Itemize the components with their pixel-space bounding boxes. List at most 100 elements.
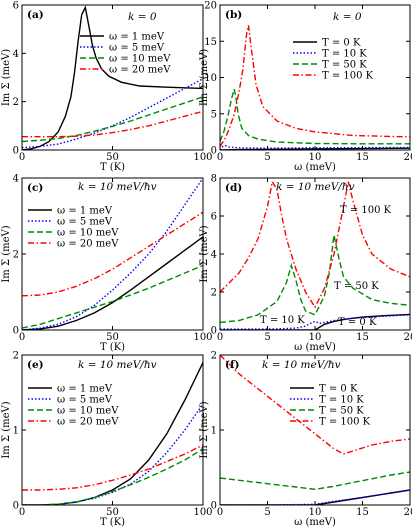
x-tick-label: 20	[404, 507, 412, 518]
y-tick-label: 10	[204, 73, 217, 84]
line-annotation: T = 50 K	[334, 281, 379, 292]
legend-entry: ω = 5 meV	[57, 217, 113, 228]
x-tick-label: 100	[193, 332, 212, 343]
x-tick-label: 0	[19, 332, 25, 343]
legend-entry: T = 100 K	[322, 71, 374, 82]
legend-entry: ω = 1 meV	[57, 206, 113, 217]
legend-entry: ω = 20 meV	[57, 239, 119, 250]
series-line-3-4	[22, 211, 203, 297]
series-line-5-2	[22, 403, 203, 505]
series-line-1-4	[22, 110, 203, 138]
series-line-4-3	[220, 234, 410, 324]
y-tick-label: 4	[211, 250, 217, 261]
x-tick-label: 15	[356, 152, 369, 163]
y-tick-label: 4	[13, 49, 19, 60]
x-tick-label: 5	[264, 332, 270, 343]
legend-entry: ω = 10 meV	[57, 228, 119, 239]
plot-frame	[219, 354, 411, 506]
line-annotation: T = 0 K	[338, 317, 377, 328]
y-tick-label: 2	[211, 351, 217, 362]
chart-panel-5: 0 50 100 0 1 2 T (K) Im Σ (meV) (e) k = 10 meV/ħv…	[1, 351, 213, 528]
y-tick-label: 1	[13, 426, 19, 437]
legend-entry: ω = 1 meV	[109, 32, 165, 43]
x-tick-label: 20	[404, 152, 412, 163]
x-tick-label: 0	[19, 507, 25, 518]
series-line-3-1	[22, 236, 203, 330]
y-axis-label: Im Σ (meV)	[1, 401, 12, 458]
series-line-1-2	[22, 78, 203, 149]
x-tick-label: 50	[106, 152, 119, 163]
panel-label: (d)	[225, 182, 242, 194]
x-tick-label: 100	[193, 507, 212, 518]
x-tick-label: 0	[217, 152, 223, 163]
legend-entry: ω = 10 meV	[109, 54, 171, 65]
y-tick-label: 0	[211, 326, 217, 337]
y-tick-label: 8	[211, 174, 217, 185]
y-axis-label: Im Σ (meV)	[199, 49, 210, 106]
x-axis-label: T (K)	[100, 517, 125, 528]
y-axis-label: Im Σ (meV)	[1, 225, 12, 282]
panel-label: (c)	[27, 182, 43, 194]
y-tick-label: 5	[211, 109, 217, 120]
legend-entry: ω = 5 meV	[109, 43, 165, 54]
x-tick-label: 10	[309, 332, 322, 343]
panel-label: (f)	[225, 359, 239, 371]
x-tick-label: 5	[264, 507, 270, 518]
legend-entry: ω = 20 meV	[109, 65, 171, 76]
y-tick-label: 0	[13, 501, 19, 512]
line-annotation: T = 100 K	[340, 205, 392, 216]
chart-panel-1: 0 50 100 0 2 4 6 T (K) Im Σ (meV) (a) k = 0 ω = 1 m…	[1, 1, 213, 174]
x-axis-label: T (K)	[100, 162, 125, 173]
panel-title: k = 10 meV/ħv	[78, 181, 157, 193]
series-line-5-4	[22, 444, 203, 491]
legend-entry: T = 0 K	[319, 384, 358, 395]
series-line-6-3	[220, 471, 410, 491]
plot-frame	[21, 177, 204, 331]
chart-panel-2: 0 5 10 15 20 0 5 10 15 20 ω (meV) Im Σ (meV) (b) k = …	[199, 1, 412, 174]
panel-title: k = 10 meV/ħv	[276, 181, 355, 193]
y-tick-label: 2	[13, 97, 19, 108]
legend-entry: ω = 20 meV	[57, 417, 119, 428]
y-tick-label: 20	[204, 1, 217, 12]
y-tick-label: 6	[211, 212, 217, 223]
y-tick-label: 15	[204, 37, 217, 48]
y-tick-label: 2	[211, 288, 217, 299]
x-tick-label: 100	[193, 152, 212, 163]
x-tick-label: 0	[217, 507, 223, 518]
chart-panel-4: 0 5 10 15 20 0 2 4 6 8 ω (meV) Im Σ (meV) (d) k = 10 …	[199, 174, 412, 354]
plot-frame	[21, 354, 204, 506]
x-axis-label: ω (meV)	[294, 342, 336, 353]
series-line-2-3	[220, 88, 410, 145]
x-axis-label: T (K)	[100, 342, 125, 353]
legend-entry: T = 50 K	[322, 60, 367, 71]
y-tick-label: 0	[13, 326, 19, 337]
series-line-3-2	[22, 178, 203, 330]
y-axis-label: Im Σ (meV)	[199, 401, 210, 458]
y-tick-label: 0	[211, 146, 217, 157]
x-tick-label: 0	[217, 332, 223, 343]
x-tick-label: 0	[19, 152, 25, 163]
legend-entry: ω = 1 meV	[57, 384, 113, 395]
legend: T = 0 KT = 10 KT = 50 KT = 100 K	[293, 38, 374, 82]
series-line-1-3	[22, 96, 203, 143]
legend-entry: ω = 5 meV	[57, 395, 113, 406]
x-tick-label: 20	[404, 332, 412, 343]
panel-label: (b)	[225, 9, 242, 21]
x-tick-label: 10	[309, 152, 322, 163]
x-axis-label: ω (meV)	[294, 162, 336, 173]
legend-entry: T = 100 K	[319, 417, 371, 428]
panel-label: (e)	[27, 359, 44, 371]
x-tick-label: 50	[106, 507, 119, 518]
x-tick-label: 15	[356, 332, 369, 343]
series-line-2-4	[220, 25, 410, 147]
x-tick-label: 5	[264, 152, 270, 163]
x-tick-label: 15	[356, 507, 369, 518]
y-tick-label: 2	[13, 250, 19, 261]
series-line-1-1	[22, 5, 203, 150]
x-tick-label: 10	[309, 507, 322, 518]
y-tick-label: 4	[13, 174, 19, 185]
